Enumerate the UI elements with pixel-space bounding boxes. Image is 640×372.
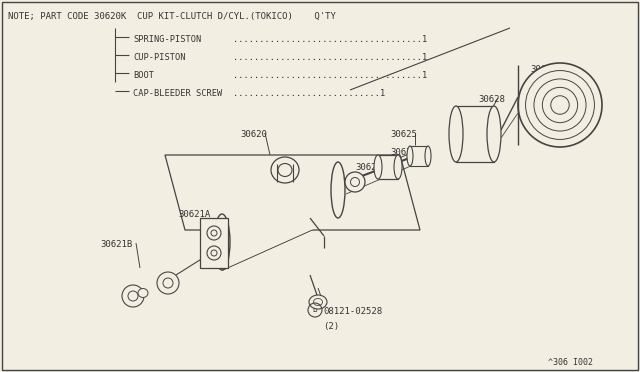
Ellipse shape <box>518 63 602 147</box>
Polygon shape <box>456 106 494 162</box>
Polygon shape <box>200 218 228 268</box>
Text: CAP-BLEEDER SCREW: CAP-BLEEDER SCREW <box>133 89 222 97</box>
Ellipse shape <box>407 146 413 166</box>
Ellipse shape <box>214 214 230 270</box>
Text: 30621B: 30621B <box>100 240 132 249</box>
Text: 30625A: 30625A <box>355 163 387 172</box>
Polygon shape <box>165 155 420 230</box>
Text: 30627: 30627 <box>530 65 557 74</box>
Ellipse shape <box>271 157 299 183</box>
Text: CUP-PISTON: CUP-PISTON <box>133 52 186 61</box>
Polygon shape <box>222 162 338 270</box>
Ellipse shape <box>207 246 221 260</box>
Ellipse shape <box>331 162 345 218</box>
Ellipse shape <box>374 155 382 179</box>
Ellipse shape <box>487 106 501 162</box>
Ellipse shape <box>122 285 144 307</box>
Polygon shape <box>378 155 398 179</box>
Text: 30625: 30625 <box>390 130 417 139</box>
Text: (2): (2) <box>323 322 339 331</box>
Text: ....................................1: ....................................1 <box>233 52 428 61</box>
Ellipse shape <box>449 106 463 162</box>
Ellipse shape <box>157 272 179 294</box>
Text: 30628: 30628 <box>478 95 505 104</box>
Ellipse shape <box>425 146 431 166</box>
Text: 30620: 30620 <box>240 130 267 139</box>
Ellipse shape <box>345 172 365 192</box>
Text: 08121-02528: 08121-02528 <box>323 307 382 316</box>
Text: 30624: 30624 <box>390 148 417 157</box>
Ellipse shape <box>394 155 402 179</box>
Text: BOOT: BOOT <box>133 71 154 80</box>
Ellipse shape <box>138 289 148 298</box>
Text: ............................1: ............................1 <box>233 89 385 97</box>
Ellipse shape <box>309 295 327 309</box>
Text: ^306 I002: ^306 I002 <box>548 358 593 367</box>
Ellipse shape <box>207 226 221 240</box>
Polygon shape <box>410 146 428 166</box>
Text: B: B <box>313 305 317 314</box>
Text: SPRING-PISTON: SPRING-PISTON <box>133 35 201 44</box>
Text: ....................................1: ....................................1 <box>233 71 428 80</box>
Text: ....................................1: ....................................1 <box>233 35 428 44</box>
Text: 30621A: 30621A <box>178 210 211 219</box>
Text: NOTE; PART CODE 30620K  CUP KIT-CLUTCH D/CYL.(TOKICO)    Q'TY: NOTE; PART CODE 30620K CUP KIT-CLUTCH D/… <box>8 12 336 21</box>
